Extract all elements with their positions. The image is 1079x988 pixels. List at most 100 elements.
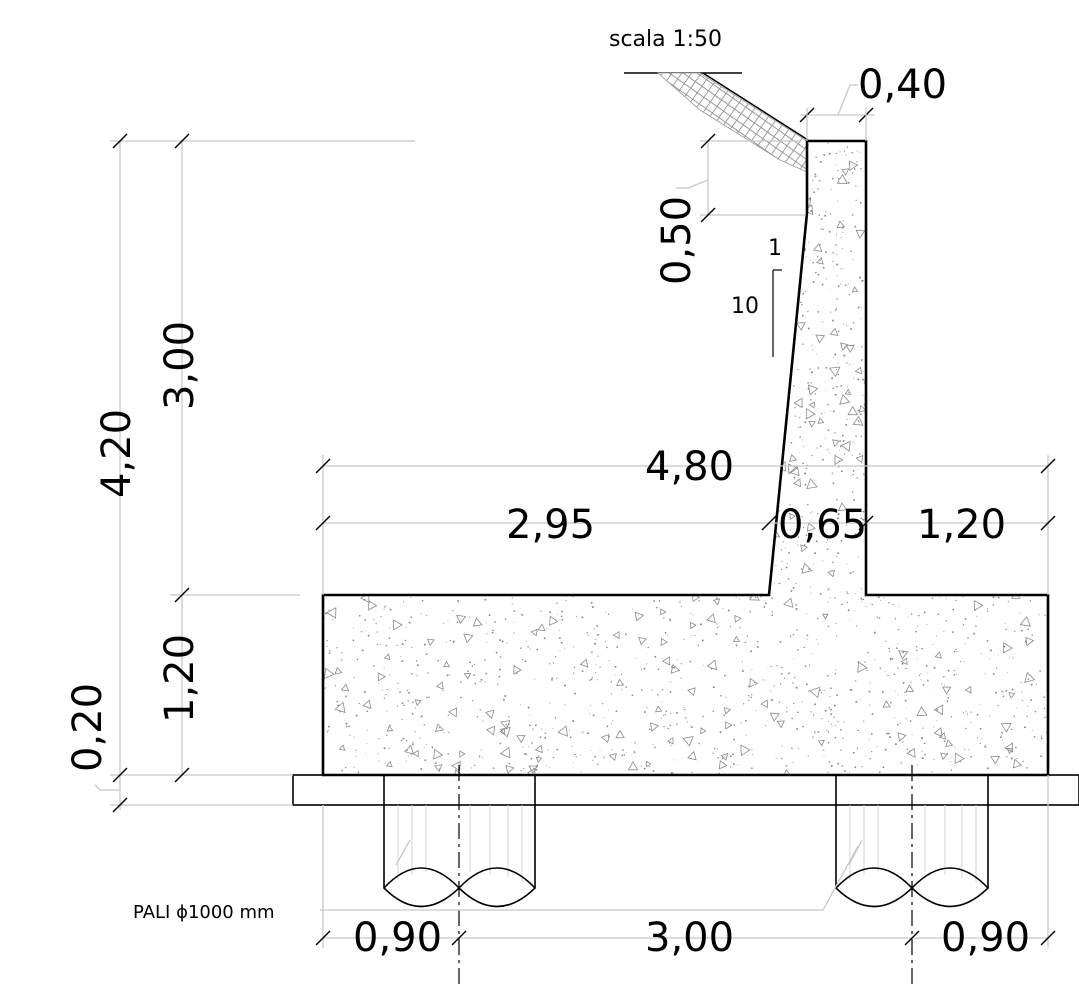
concrete-aggregate [645, 760, 652, 768]
concrete-dot [543, 637, 546, 640]
concrete-dot [401, 643, 404, 646]
concrete-dot [572, 720, 575, 723]
concrete-dot [894, 717, 896, 719]
concrete-dot [910, 763, 912, 765]
concrete-dot [871, 603, 873, 606]
concrete-dot [877, 596, 880, 599]
concrete-dot [608, 660, 610, 662]
concrete-dot [829, 695, 831, 698]
concrete-aggregate [537, 623, 546, 631]
concrete-aggregate [858, 404, 867, 413]
concrete-dot [843, 268, 845, 270]
concrete-dot [447, 714, 449, 717]
concrete-dot [846, 146, 848, 148]
concrete-dot [997, 596, 1000, 599]
concrete-dot [592, 759, 594, 761]
concrete-aggregate [615, 729, 625, 739]
concrete-aggregate [945, 739, 954, 748]
concrete-dot [819, 259, 821, 261]
concrete-dot [580, 754, 582, 756]
concrete-dot [405, 740, 408, 742]
concrete-dot [438, 727, 440, 729]
concrete-dot [532, 728, 534, 730]
concrete-dot [385, 604, 387, 606]
concrete-dot [854, 442, 856, 444]
concrete-dot [822, 228, 824, 231]
concrete-dot [830, 708, 833, 711]
concrete-dot [932, 644, 934, 645]
concrete-dot [646, 706, 648, 709]
concrete-dot [443, 622, 445, 624]
concrete-dot [820, 412, 823, 415]
concrete-dot [661, 701, 663, 702]
concrete-dot [791, 229, 794, 232]
concrete-dot [854, 593, 856, 595]
concrete-dot [805, 683, 808, 686]
concrete-aggregate [338, 744, 346, 751]
concrete-aggregate [505, 764, 515, 775]
concrete-dot [632, 608, 634, 610]
concrete-dot [645, 653, 647, 655]
concrete-dot [823, 755, 825, 757]
concrete-dot [986, 767, 989, 770]
concrete-dot [680, 663, 683, 665]
concrete-dot [389, 724, 391, 726]
concrete-dot [859, 277, 862, 280]
concrete-dot [568, 729, 571, 731]
concrete-dot [606, 725, 609, 728]
concrete-dot [377, 753, 379, 755]
concrete-dot [860, 167, 862, 170]
concrete-dot [380, 616, 382, 618]
concrete-dot [979, 727, 982, 730]
concrete-dot [540, 610, 542, 613]
concrete-dot [855, 700, 858, 703]
concrete-dot [329, 649, 331, 652]
concrete-dot [798, 748, 800, 750]
concrete-aggregate [634, 611, 645, 622]
concrete-dot [841, 603, 843, 606]
concrete-dot [794, 406, 796, 409]
concrete-dot [817, 188, 819, 190]
concrete-aggregate [940, 752, 949, 761]
concrete-dot [827, 601, 829, 603]
concrete-dot [962, 712, 965, 714]
concrete-dot [787, 578, 790, 580]
concrete-dot [857, 306, 860, 309]
concrete-dot [785, 547, 787, 549]
concrete-dot [837, 169, 839, 172]
concrete-dot [861, 600, 863, 602]
concrete-dot [779, 350, 781, 352]
concrete-dot [576, 615, 578, 617]
concrete-dot [513, 632, 515, 634]
concrete-dot [956, 673, 958, 675]
concrete-dot [836, 525, 838, 527]
concrete-aggregate [906, 747, 916, 758]
concrete-dot [527, 645, 529, 648]
concrete-aggregate [942, 686, 952, 695]
concrete-dot [426, 743, 427, 745]
concrete-aggregate [898, 650, 909, 660]
concrete-dot [811, 344, 813, 346]
concrete-aggregate [513, 664, 522, 675]
concrete-aggregate [426, 638, 435, 646]
concrete-dot [784, 225, 786, 227]
concrete-dot [771, 436, 774, 439]
concrete-aggregate [723, 707, 732, 715]
concrete-dot [499, 742, 502, 745]
concrete-dot [775, 407, 778, 410]
concrete-dot [716, 748, 718, 750]
concrete-dot [1006, 756, 1008, 758]
concrete-dot [506, 642, 508, 644]
concrete-dot [590, 704, 592, 706]
concrete-dot [751, 754, 753, 756]
concrete-dot [786, 271, 789, 273]
concrete-dot [843, 770, 846, 772]
concrete-dot [725, 696, 727, 698]
concrete-aggregate [795, 322, 806, 331]
concrete-dot [1034, 710, 1037, 713]
concrete-dot [953, 674, 956, 676]
concrete-dot [863, 379, 865, 382]
concrete-dot [990, 649, 992, 652]
concrete-dot [411, 712, 414, 715]
concrete-dot [529, 648, 531, 650]
